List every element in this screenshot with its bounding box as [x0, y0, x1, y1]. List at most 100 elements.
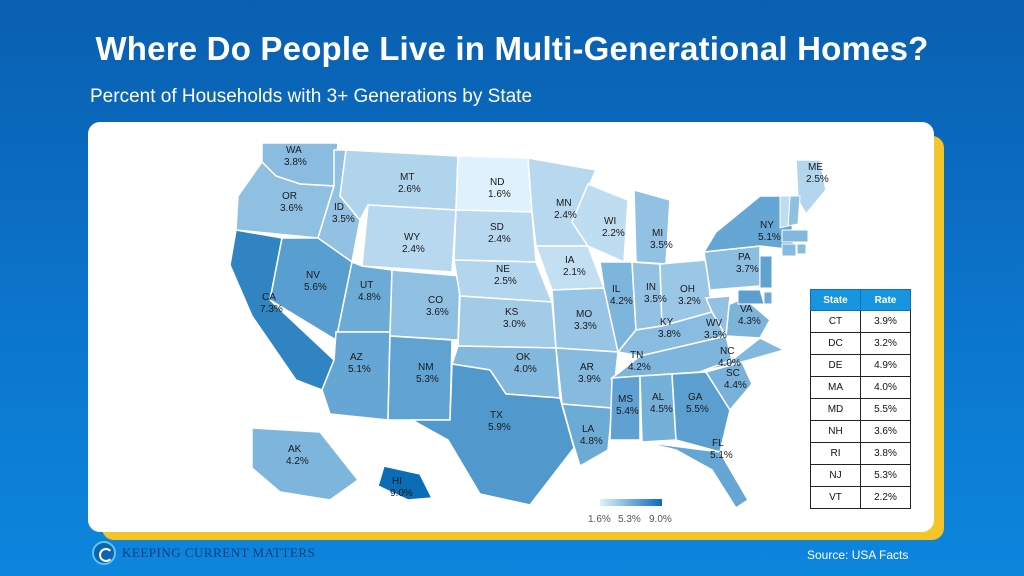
state-abbr-label: WY	[404, 232, 420, 243]
state-value-label: 4.2%	[286, 456, 309, 467]
state-abbr-label: WI	[604, 216, 616, 227]
state-abbr-label: ME	[808, 162, 823, 173]
state-value-label: 3.5%	[650, 240, 673, 251]
state-abbr-label: KS	[505, 307, 519, 318]
state-shape-nj	[759, 255, 773, 289]
state-value-label: 3.6%	[280, 203, 303, 214]
state-shape-fl	[641, 441, 750, 510]
table-cell-rate: 3.8%	[860, 442, 911, 465]
state-shape-ri	[796, 243, 807, 255]
state-abbr-label: AL	[652, 392, 665, 403]
state-value-label: 7.3%	[260, 304, 283, 315]
table-row: RI 3.8%	[810, 442, 911, 465]
state-shape-mi	[633, 189, 671, 265]
state-value-label: 3.9%	[578, 374, 601, 385]
state-shape-tx	[409, 363, 575, 506]
state-abbr-label: NE	[496, 264, 510, 275]
state-shape-wv	[704, 295, 731, 339]
table-cell-rate: 4.0%	[860, 376, 911, 399]
state-value-label: 5.1%	[710, 450, 733, 461]
table-row: VT 2.2%	[810, 486, 911, 509]
state-abbr-label: NV	[306, 270, 320, 281]
table-row: DE 4.9%	[810, 354, 911, 377]
state-value-label: 5.9%	[488, 422, 511, 433]
state-value-label: 5.4%	[616, 406, 639, 417]
state-value-label: 3.3%	[574, 321, 597, 332]
page-subtitle: Percent of Households with 3+ Generation…	[90, 86, 533, 107]
state-abbr-label: CA	[262, 292, 276, 303]
table-cell-rate: 2.2%	[860, 486, 911, 509]
state-value-label: 3.2%	[678, 296, 701, 307]
state-value-label: 5.5%	[686, 404, 709, 415]
state-shape-ak	[251, 427, 360, 501]
state-value-label: 2.5%	[494, 276, 517, 287]
state-value-label: 2.1%	[563, 267, 586, 278]
state-abbr-label: MS	[618, 394, 633, 405]
table-cell-rate: 3.2%	[860, 332, 911, 355]
state-shape-hi	[377, 465, 434, 501]
legend-min-label: 1.6%	[588, 514, 611, 525]
state-shape-vt	[779, 195, 791, 229]
state-abbr-label: OK	[516, 352, 531, 363]
logo-icon	[92, 541, 116, 565]
state-value-label: 3.6%	[426, 307, 449, 318]
table-cell-state: RI	[810, 442, 861, 465]
state-value-label: 4.4%	[724, 380, 747, 391]
table-cell-state: MD	[810, 398, 861, 421]
state-abbr-label: ID	[334, 202, 344, 213]
table-cell-state: NJ	[810, 464, 861, 487]
page-title: Where Do People Live in Multi-Generation…	[95, 30, 929, 67]
logo-text: KEEPING CURRENT MATTERS	[122, 545, 316, 560]
state-abbr-label: MI	[652, 228, 663, 239]
state-shape-me	[795, 159, 827, 216]
table-cell-rate: 3.9%	[860, 310, 911, 333]
state-value-label: 2.4%	[554, 210, 577, 221]
state-abbr-label: TX	[490, 410, 503, 421]
state-abbr-label: AZ	[350, 352, 363, 363]
state-abbr-label: OR	[282, 191, 297, 202]
state-value-label: 2.4%	[488, 234, 511, 245]
table-header-state: State	[810, 289, 861, 311]
brand-logo: KEEPING CURRENT MATTERS	[92, 541, 315, 565]
table-row: NJ 5.3%	[810, 464, 911, 487]
state-shape-ma	[781, 229, 809, 243]
legend-gradient-bar	[600, 499, 662, 506]
table-cell-rate: 4.9%	[860, 354, 911, 377]
state-value-label: 3.8%	[284, 157, 307, 168]
table-cell-state: DE	[810, 354, 861, 377]
state-value-label: 4.2%	[610, 296, 633, 307]
state-abbr-label: OH	[680, 284, 695, 295]
state-abbr-label: NY	[760, 220, 774, 231]
state-value-label: 3.0%	[503, 319, 526, 330]
table-row: DC 3.2%	[810, 332, 911, 355]
state-value-label: 5.1%	[348, 364, 371, 375]
table-row: MD 5.5%	[810, 398, 911, 421]
state-value-label: 4.3%	[738, 316, 761, 327]
state-abbr-label: AR	[580, 362, 594, 373]
state-value-label: 3.7%	[736, 264, 759, 275]
state-shape-nc	[699, 337, 787, 373]
state-shape-az	[321, 331, 391, 421]
table-cell-state: CT	[810, 310, 861, 333]
table-row: MA 4.0%	[810, 376, 911, 399]
state-value-label: 4.0%	[718, 358, 741, 369]
legend-mid-label: 5.3%	[618, 514, 641, 525]
state-value-label: 5.6%	[304, 282, 327, 293]
state-abbr-label: NC	[720, 346, 734, 357]
table-row: NH 3.6%	[810, 420, 911, 443]
state-abbr-label: IN	[646, 282, 656, 293]
state-value-label: 2.5%	[806, 174, 829, 185]
state-value-label: 5.3%	[416, 374, 439, 385]
table-row: CT 3.9%	[810, 310, 911, 333]
state-shape-ct	[781, 243, 797, 257]
state-value-label: 4.2%	[628, 362, 651, 373]
state-shape-wy	[361, 204, 457, 273]
state-value-label: 3.5%	[644, 294, 667, 305]
state-abbr-label: CO	[428, 295, 443, 306]
table-cell-state: MA	[810, 376, 861, 399]
table-cell-state: NH	[810, 420, 861, 443]
state-abbr-label: WA	[286, 145, 302, 156]
state-value-label: 3.5%	[332, 214, 355, 225]
state-abbr-label: FL	[712, 438, 724, 449]
state-value-label: 4.0%	[514, 364, 537, 375]
